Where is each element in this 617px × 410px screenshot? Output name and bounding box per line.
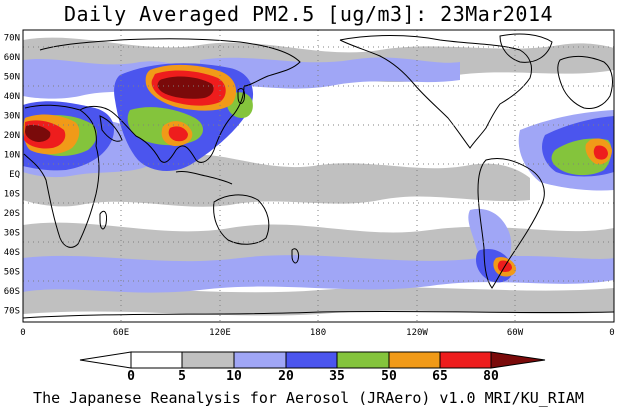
colorbar-segment xyxy=(233,351,287,369)
coast-europe xyxy=(557,55,613,109)
colorbar-label: 80 xyxy=(483,369,499,384)
lat-label: 50S xyxy=(4,268,20,278)
credit-line: The Japanese Reanalysis for Aerosol (JRA… xyxy=(33,389,584,407)
coast-arabia xyxy=(99,115,123,142)
band-red-atlantic xyxy=(593,145,608,160)
colorbar-high-arrow xyxy=(490,351,546,369)
lat-label: 40S xyxy=(4,248,20,258)
lat-label: EQ xyxy=(9,170,20,180)
band-red-india xyxy=(168,126,188,142)
lat-label: 20N xyxy=(4,131,20,141)
coast-japan xyxy=(237,87,245,104)
lat-label: 40N xyxy=(4,92,20,102)
colorbar-segment xyxy=(181,351,235,369)
lat-label: 60S xyxy=(4,287,20,297)
colorbar-label: 10 xyxy=(226,369,242,384)
band-darkred-sahara xyxy=(25,124,51,142)
coast-north-america xyxy=(339,35,533,149)
colorbar-label: 0 xyxy=(127,369,135,384)
coast-greenland xyxy=(499,33,553,63)
coast-south-america xyxy=(477,157,545,289)
colorbar-label: 50 xyxy=(381,369,397,384)
colorbar-segment xyxy=(439,351,492,369)
colorbar-segment xyxy=(285,351,338,369)
map-title: Daily Averaged PM2.5 [ug/m3]: 23Mar2014 xyxy=(63,2,554,26)
lon-label: 0 xyxy=(609,328,614,338)
colorbar-segment xyxy=(336,351,390,369)
coast-new-zealand xyxy=(291,248,299,264)
lat-label: 70N xyxy=(4,34,20,44)
lat-label: 30S xyxy=(4,229,20,239)
lon-label: 60E xyxy=(113,328,129,338)
lon-axis: 0 60E 120E 180 120W 60W 0 xyxy=(20,328,614,338)
coast-eurasia-north xyxy=(39,38,301,87)
colorbar-label: 20 xyxy=(278,369,294,384)
lat-label: 20S xyxy=(4,209,20,219)
band-darkred-gobi xyxy=(157,76,214,99)
colorbar-label: 5 xyxy=(178,369,186,384)
lat-label: 50N xyxy=(4,73,20,83)
coast-antarctica xyxy=(23,310,614,319)
band-gray-southern-ocean xyxy=(23,287,614,316)
colorbar-label: 65 xyxy=(432,369,448,384)
lat-label: 70S xyxy=(4,307,20,317)
colorbar: 0 5 10 20 35 50 65 80 xyxy=(79,351,546,384)
colorbar-low-arrow xyxy=(79,351,132,369)
colorbar-label: 35 xyxy=(329,369,345,384)
lon-label: 0 xyxy=(20,328,25,338)
lon-label: 60W xyxy=(507,328,524,338)
lat-axis: 70N 60N 50N 40N 30N 20N 10N EQ 10S 20S 3… xyxy=(4,34,20,317)
lat-label: 30N xyxy=(4,112,20,122)
coastlines xyxy=(23,33,614,319)
colorbar-segment xyxy=(130,351,183,369)
band-lightblue-south xyxy=(23,255,614,293)
lat-label: 10N xyxy=(4,151,20,161)
lon-label: 120W xyxy=(406,328,428,338)
coast-africa xyxy=(23,104,100,248)
map-frame xyxy=(22,29,615,323)
coast-indonesia xyxy=(175,171,233,185)
coast-madagascar xyxy=(99,210,107,230)
lat-label: 10S xyxy=(4,190,20,200)
graticule xyxy=(23,30,614,322)
concentration-field xyxy=(23,37,614,316)
colorbar-segment xyxy=(388,351,441,369)
lat-label: 60N xyxy=(4,53,20,63)
lon-label: 180 xyxy=(310,328,326,338)
coast-eurasia-south xyxy=(79,85,245,163)
coast-australia xyxy=(213,194,270,245)
lon-label: 120E xyxy=(209,328,231,338)
